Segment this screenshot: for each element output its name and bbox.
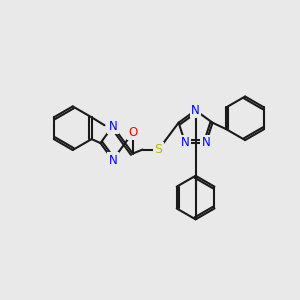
Text: S: S <box>154 143 163 156</box>
Text: N: N <box>202 136 210 149</box>
Text: N: N <box>108 120 117 133</box>
Text: O: O <box>128 126 137 139</box>
Text: N: N <box>108 154 117 166</box>
Text: N: N <box>181 136 190 149</box>
Text: N: N <box>191 104 200 117</box>
